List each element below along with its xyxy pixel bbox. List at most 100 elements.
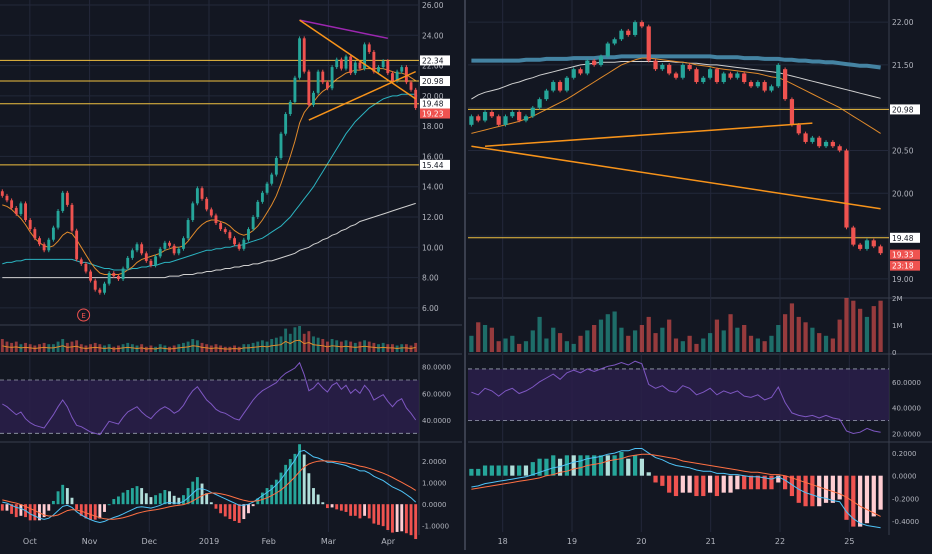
macd-histogram-bar: [228, 504, 232, 520]
macd-histogram-bar: [65, 488, 69, 505]
level-label-box: [420, 98, 450, 109]
candle-body: [349, 56, 353, 74]
macd-histogram-bar: [284, 464, 288, 505]
rsi-band: [0, 380, 419, 434]
macd-histogram-bar: [367, 504, 371, 519]
candle-body: [172, 245, 176, 254]
macd-histogram-bar: [469, 468, 474, 476]
candle-body: [377, 67, 380, 72]
macd-histogram-bar: [330, 504, 334, 508]
macd-histogram-bar: [482, 465, 488, 476]
candle-body: [5, 195, 9, 201]
volume-bar: [769, 335, 774, 352]
candle-body: [135, 244, 139, 251]
candle-body: [482, 111, 488, 121]
macd-histogram-bar: [878, 475, 883, 510]
price-tick-label: 24.00: [422, 31, 444, 40]
current-price-box: [420, 108, 450, 119]
macd-histogram-bar: [260, 492, 264, 505]
macd-histogram-bar: [116, 496, 120, 505]
volume-bar: [537, 316, 542, 352]
candle-body: [335, 59, 339, 68]
macd-histogram-bar: [312, 488, 315, 505]
level-label: 22.34: [422, 56, 444, 65]
level-label-box: [420, 76, 450, 87]
candle-body: [195, 188, 199, 204]
candle-body: [564, 77, 569, 91]
volume-bar: [796, 316, 801, 352]
rsi-tick-label: 40.0000: [892, 405, 921, 413]
macd-histogram-bar: [551, 455, 556, 476]
macd-histogram-bar: [154, 495, 158, 505]
volume-bar: [578, 335, 583, 352]
candle-body: [247, 229, 250, 240]
countdown-label: 23:18: [892, 262, 914, 271]
candle-body: [154, 256, 158, 266]
candle-body: [844, 150, 849, 228]
candle-body: [130, 250, 134, 258]
macd-histogram-bar: [523, 465, 529, 476]
volume-bar: [728, 314, 733, 352]
candle-body: [288, 101, 292, 115]
price-tick-label: 18.00: [422, 122, 444, 131]
volume-bar: [517, 343, 522, 352]
macd-histogram-bar: [817, 475, 822, 507]
macd-tick-label: 0.2000: [892, 450, 917, 458]
macd-histogram-bar: [135, 486, 139, 505]
macd-histogram-bar: [33, 504, 37, 521]
macd-histogram-bar: [274, 479, 278, 505]
macd-histogram-bar: [409, 504, 413, 536]
candle-body: [667, 64, 672, 74]
candle-body: [42, 244, 46, 251]
macd-histogram-bar: [51, 500, 55, 505]
macd-histogram-bar: [605, 455, 610, 476]
candle-body: [149, 260, 153, 266]
candle-body: [372, 51, 376, 72]
macd-histogram-bar: [673, 475, 679, 497]
candle-body: [107, 273, 111, 284]
candle-body: [701, 77, 706, 83]
x-tick-label: 2019: [199, 537, 219, 546]
candle-body: [93, 280, 97, 290]
ma-heavy-line: [471, 54, 881, 70]
macd-histogram-bar: [864, 475, 870, 524]
volume-bar: [476, 322, 481, 352]
macd-histogram-bar: [158, 493, 162, 505]
candle-body: [33, 229, 37, 239]
volume-bar: [284, 328, 288, 352]
macd-histogram-bar: [172, 495, 176, 505]
volume-bar: [823, 335, 829, 352]
macd-histogram-bar: [837, 475, 842, 500]
volume-bar: [878, 300, 883, 352]
macd-histogram-bar: [242, 504, 246, 520]
macd-histogram-bar: [667, 475, 672, 493]
macd-histogram-bar: [735, 475, 740, 490]
candle-body: [330, 67, 334, 89]
volume-bar: [571, 343, 576, 352]
volume-bar: [707, 333, 713, 352]
candle-body: [517, 111, 522, 121]
x-tick-label: Oct: [23, 537, 37, 546]
level-label: 19.48: [892, 234, 914, 243]
macd-histogram-bar: [182, 495, 185, 505]
price-tick-label: 6.00: [422, 304, 439, 313]
macd-histogram-bar: [237, 504, 241, 523]
macd-histogram-bar: [762, 475, 767, 490]
candle-body: [302, 38, 306, 72]
macd-histogram-bar: [377, 504, 380, 525]
current-price-box: [890, 249, 920, 260]
candle-body: [293, 77, 297, 102]
macd-histogram-bar: [503, 465, 508, 476]
macd-histogram-bar: [363, 504, 367, 516]
macd-histogram-bar: [344, 504, 348, 512]
volume-bar: [694, 343, 699, 352]
volume-bar: [530, 330, 535, 352]
level-label-box: [420, 55, 450, 66]
volume-bar: [687, 335, 692, 352]
candle-body: [28, 220, 32, 230]
rsi-tick-label: 60.0000: [892, 379, 921, 387]
macd-histogram-bar: [626, 458, 631, 476]
candle-body: [404, 67, 408, 83]
candle-body: [776, 64, 781, 87]
x-tick-label: 20: [636, 537, 646, 546]
